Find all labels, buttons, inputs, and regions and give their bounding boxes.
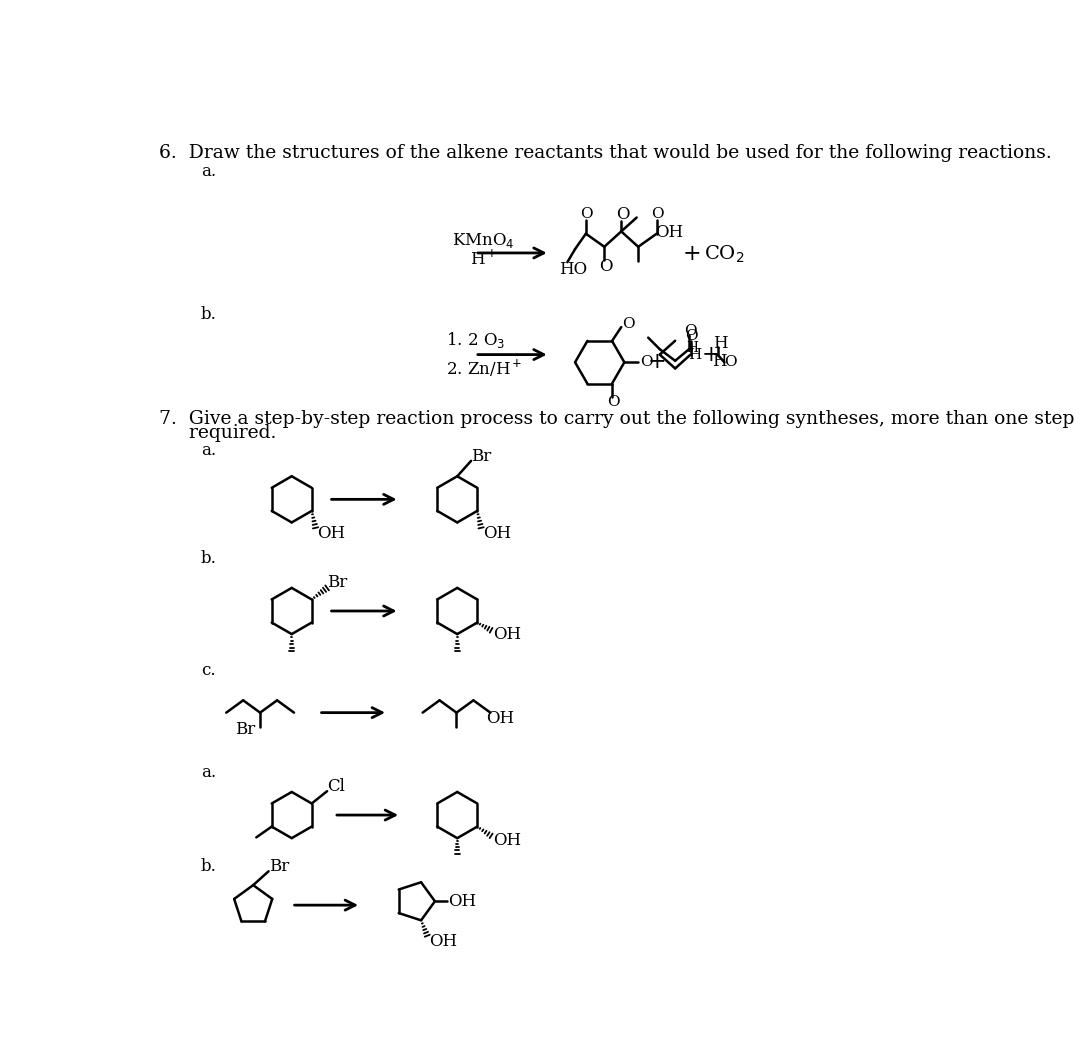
- Text: O: O: [651, 207, 664, 221]
- Text: OH: OH: [483, 526, 511, 543]
- Text: H: H: [712, 353, 727, 370]
- Text: +: +: [647, 352, 666, 373]
- Text: OH: OH: [492, 627, 521, 644]
- Text: O: O: [685, 329, 698, 343]
- Text: required.: required.: [159, 424, 276, 442]
- Text: OH: OH: [448, 893, 476, 910]
- Text: a.: a.: [201, 443, 216, 460]
- Text: H: H: [686, 341, 698, 355]
- Text: +: +: [683, 243, 701, 266]
- Text: 2. Zn/H$^+$: 2. Zn/H$^+$: [446, 358, 522, 379]
- Text: O: O: [684, 325, 697, 339]
- Text: 7.  Give a step-by-step reaction process to carry out the following syntheses, m: 7. Give a step-by-step reaction process …: [159, 410, 1080, 428]
- Text: CO$_2$: CO$_2$: [704, 244, 745, 266]
- Text: O: O: [599, 258, 612, 275]
- Text: H: H: [713, 335, 728, 352]
- Text: Br: Br: [269, 858, 288, 875]
- Text: +: +: [701, 344, 720, 365]
- Text: Br: Br: [327, 573, 348, 592]
- Text: b.: b.: [201, 858, 217, 875]
- Text: Br: Br: [235, 721, 256, 738]
- Text: OH: OH: [429, 933, 457, 950]
- Text: O: O: [639, 356, 652, 370]
- Text: OH: OH: [492, 832, 521, 849]
- Text: O: O: [580, 207, 593, 221]
- Text: 1. 2 O$_3$: 1. 2 O$_3$: [446, 330, 505, 350]
- Text: Br: Br: [471, 448, 491, 465]
- Text: Cl: Cl: [327, 778, 345, 795]
- Text: H: H: [688, 347, 702, 361]
- Text: H$^+$: H$^+$: [471, 250, 498, 269]
- Text: a.: a.: [201, 765, 216, 782]
- Text: O: O: [607, 395, 619, 409]
- Text: KMnO$_4$: KMnO$_4$: [451, 232, 514, 251]
- Text: O: O: [616, 206, 630, 223]
- Text: 6.  Draw the structures of the alkene reactants that would be used for the follo: 6. Draw the structures of the alkene rea…: [159, 143, 1052, 161]
- Text: OH: OH: [318, 526, 346, 543]
- Text: c.: c.: [201, 662, 216, 679]
- Text: O: O: [622, 318, 635, 331]
- Text: a.: a.: [201, 162, 216, 179]
- Text: b.: b.: [201, 550, 217, 567]
- Text: HO: HO: [558, 261, 588, 278]
- Text: OH: OH: [656, 224, 684, 241]
- Text: O: O: [725, 356, 737, 370]
- Text: OH: OH: [486, 710, 514, 727]
- Text: b.: b.: [201, 306, 217, 323]
